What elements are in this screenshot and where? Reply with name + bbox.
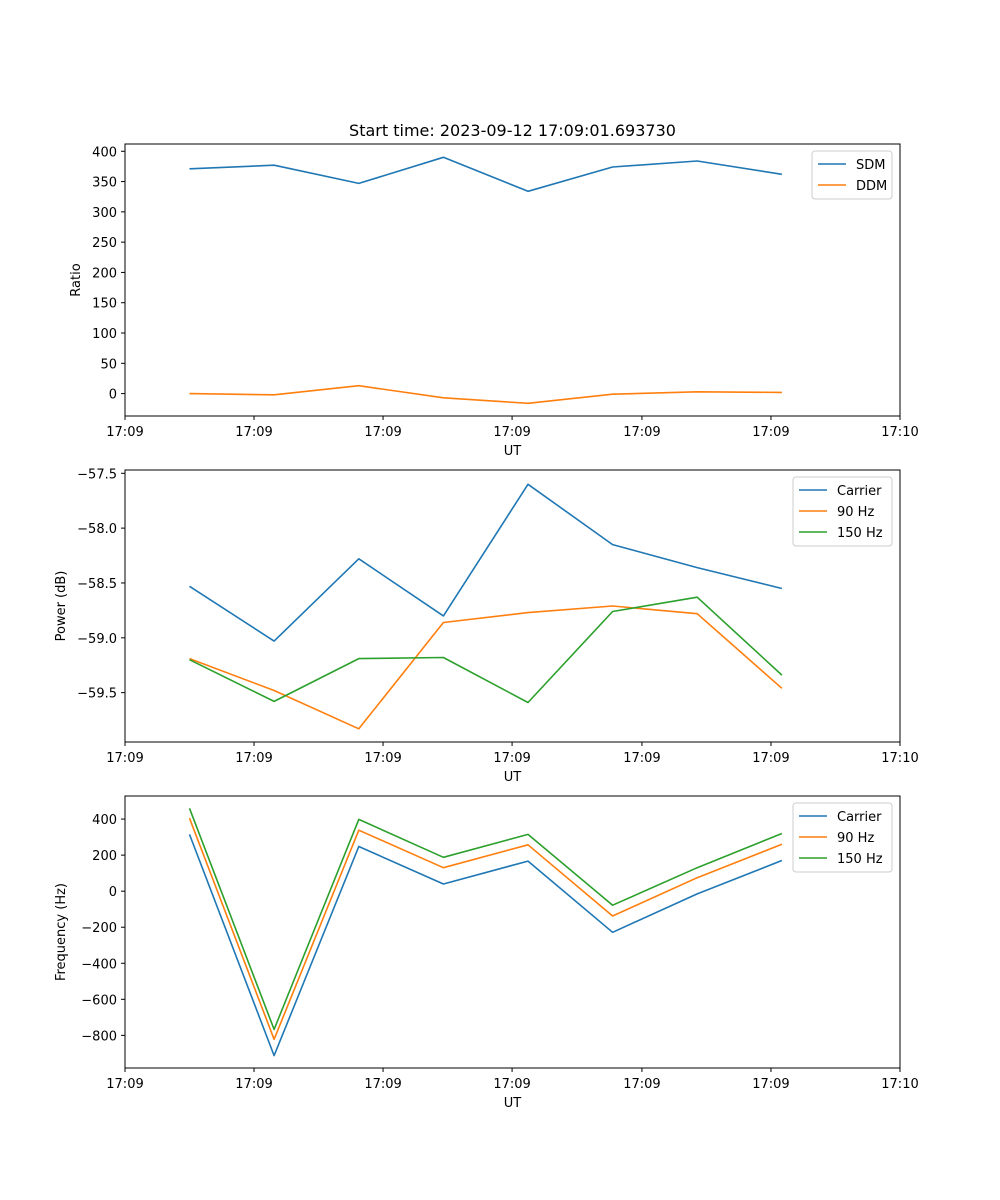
x-tick-label: 17:09 xyxy=(364,1077,401,1092)
y-tick-label: 200 xyxy=(92,849,117,864)
y-tick-label: 200 xyxy=(92,266,117,281)
y-tick-label: 0 xyxy=(109,388,117,403)
series-line-90-hz xyxy=(189,605,783,730)
y-tick-label: −59.5 xyxy=(77,687,117,702)
x-tick-label: 17:09 xyxy=(623,751,660,766)
legend-box xyxy=(811,150,893,200)
y-tick-label: 300 xyxy=(92,206,117,221)
x-tick-label: 17:09 xyxy=(106,425,143,440)
legend: Carrier 90 Hz 150 Hz xyxy=(792,802,893,873)
legend-label: 150 Hz xyxy=(837,852,883,867)
y-tick-label: 400 xyxy=(92,145,117,160)
x-tick-label: 17:09 xyxy=(493,425,530,440)
x-tick-label: 17:09 xyxy=(364,751,401,766)
y-tick-label: −800 xyxy=(81,1029,117,1044)
legend-label: SDM xyxy=(856,158,885,173)
y-axis-label: Ratio xyxy=(69,263,84,296)
series-line-150-hz xyxy=(189,596,783,704)
y-axis-label: Power (dB) xyxy=(54,571,69,642)
x-tick-label: 17:09 xyxy=(752,751,789,766)
x-tick-label: 17:09 xyxy=(106,751,143,766)
y-tick-label: 150 xyxy=(92,297,117,312)
series-line-150-hz xyxy=(188,808,783,1031)
y-tick-label: −58.0 xyxy=(77,522,117,537)
y-axis-label: Frequency (Hz) xyxy=(54,883,69,981)
x-tick-label: 17:09 xyxy=(364,425,401,440)
x-tick-label: 17:09 xyxy=(752,425,789,440)
y-tick-label: −400 xyxy=(81,957,117,972)
legend-label: 150 Hz xyxy=(837,526,883,541)
x-tick-label: 17:09 xyxy=(235,1077,272,1092)
y-tick-label: −600 xyxy=(81,993,117,1008)
x-tick-label: 17:09 xyxy=(106,1077,143,1092)
legend-label: Carrier xyxy=(837,484,882,499)
y-tick-label: −59.0 xyxy=(77,632,117,647)
x-tick-label: 17:09 xyxy=(493,751,530,766)
legend: Carrier 90 Hz 150 Hz xyxy=(792,476,893,547)
chart-title: Start time: 2023-09-12 17:09:01.693730 xyxy=(349,121,676,140)
legend-label: 90 Hz xyxy=(837,831,874,846)
x-axis-label: UT xyxy=(504,1096,522,1111)
x-tick-label: 17:09 xyxy=(623,425,660,440)
series-line-ddm xyxy=(189,384,782,405)
x-tick-label: 17:09 xyxy=(623,1077,660,1092)
y-tick-label: −200 xyxy=(81,921,117,936)
subplot-2: 17:09 17:09 17:09 17:09 17:09 17:09 17:10 −57.5… xyxy=(54,467,919,785)
y-tick-label: 100 xyxy=(92,327,117,342)
series-line-carrier xyxy=(188,834,783,1057)
legend: SDM DDM xyxy=(811,150,893,200)
x-tick-label: 17:09 xyxy=(235,751,272,766)
series-line-sdm xyxy=(189,156,783,193)
x-tick-label: 17:10 xyxy=(881,1077,918,1092)
legend-label: 90 Hz xyxy=(837,505,874,520)
x-axis-label: UT xyxy=(504,444,522,459)
y-tick-label: 250 xyxy=(92,236,117,251)
legend-box xyxy=(792,476,893,547)
x-tick-label: 17:10 xyxy=(881,425,918,440)
x-axis-label: UT xyxy=(504,770,522,785)
y-tick-label: 0 xyxy=(109,885,117,900)
y-tick-label: −57.5 xyxy=(77,467,117,482)
legend-box xyxy=(792,802,893,873)
subplot-1: 17:09 17:09 17:09 17:09 17:09 17:09 17:10 0 50 10… xyxy=(69,143,919,459)
series-line-90-hz xyxy=(188,817,783,1041)
legend-label: Carrier xyxy=(837,810,882,825)
y-tick-label: 350 xyxy=(92,176,117,191)
x-tick-label: 17:09 xyxy=(752,1077,789,1092)
y-tick-label: −58.5 xyxy=(77,577,117,592)
plots-container: 17:09 17:09 17:09 17:09 17:09 17:09 17:10 0 50 10… xyxy=(54,143,919,1111)
legend-label: DDM xyxy=(856,179,887,194)
x-tick-label: 17:10 xyxy=(881,751,918,766)
subplot-3: 17:09 17:09 17:09 17:09 17:09 17:09 17:10 400 20… xyxy=(54,795,919,1111)
x-tick-label: 17:09 xyxy=(235,425,272,440)
series-line-carrier xyxy=(189,483,783,642)
y-tick-label: 50 xyxy=(100,357,117,372)
y-tick-label: 400 xyxy=(92,813,117,828)
x-tick-label: 17:09 xyxy=(493,1077,530,1092)
